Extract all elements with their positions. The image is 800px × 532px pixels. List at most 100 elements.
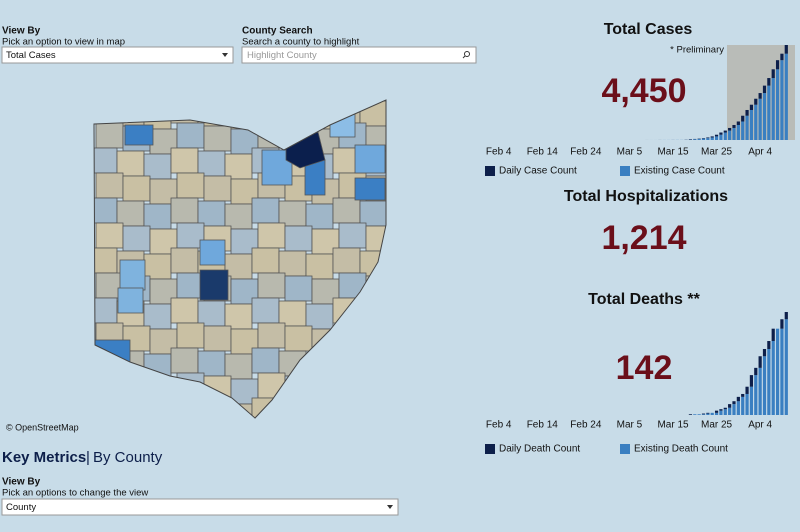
county[interactable] [224,203,253,230]
county[interactable] [143,153,172,180]
county[interactable] [257,222,286,249]
county[interactable] [143,303,172,330]
county[interactable] [122,175,151,202]
bar [780,53,784,61]
bar [719,132,723,135]
county[interactable] [197,300,226,327]
county[interactable] [122,225,151,252]
county[interactable] [203,325,232,352]
map-attribution: © OpenStreetMap [6,422,79,432]
county[interactable] [197,350,226,377]
county[interactable] [149,228,178,255]
x-tick-label: Mar 25 [701,147,733,158]
bar [693,139,697,140]
county[interactable] [230,328,259,355]
dropdown-arrow[interactable] [387,505,393,509]
county[interactable] [224,353,253,380]
county[interactable] [170,297,199,324]
view-by-dropdown[interactable]: Total Cases [1,46,234,64]
county[interactable] [199,269,229,301]
bar [741,393,745,397]
county[interactable] [257,322,286,349]
county[interactable] [224,253,253,280]
bar [754,367,758,376]
legend-swatch [620,444,630,454]
county[interactable] [284,225,313,252]
bar [780,60,784,140]
view-by-dropdown[interactable]: County [1,498,399,516]
county[interactable] [251,347,280,374]
county[interactable] [176,172,205,199]
bar [732,401,736,405]
bar [706,412,710,414]
dropdown-box[interactable] [1,498,399,516]
county[interactable] [278,200,307,227]
county[interactable] [197,150,226,177]
bar [736,124,740,140]
bar [732,124,736,128]
county[interactable] [119,259,146,291]
county[interactable] [278,250,307,277]
legend-label: Existing Case Count [634,166,725,177]
county[interactable] [251,297,280,324]
dropdown-box[interactable] [1,46,234,64]
filter-hint: Pick an option to view in map [2,37,125,48]
county[interactable] [251,197,280,224]
county[interactable] [257,272,286,299]
county[interactable] [170,147,199,174]
bar [758,93,762,99]
county[interactable] [124,124,154,146]
county[interactable] [332,247,361,274]
county[interactable] [284,325,313,352]
county[interactable] [354,144,386,174]
county[interactable] [251,247,280,274]
county[interactable] [176,322,205,349]
county[interactable] [359,200,387,227]
county-search[interactable]: Highlight County [241,46,477,64]
dropdown-value[interactable]: County [6,502,36,513]
section-subtitle: By County [93,449,163,466]
county[interactable] [197,200,226,227]
bar [780,328,784,415]
county[interactable] [149,278,178,305]
county[interactable] [116,150,145,177]
county[interactable] [354,177,386,201]
filter-label: View By [2,26,41,37]
county[interactable] [305,303,334,330]
county[interactable] [305,253,334,280]
county[interactable] [95,222,124,249]
bar [749,375,754,387]
county[interactable] [117,287,144,314]
county[interactable] [203,175,232,202]
county[interactable] [170,197,199,224]
bar [745,393,749,415]
county[interactable] [143,253,172,280]
county[interactable] [332,197,361,224]
county[interactable] [338,222,367,249]
county[interactable] [224,303,253,330]
county[interactable] [170,347,199,374]
county[interactable] [224,153,253,180]
county[interactable] [143,203,172,230]
dropdown-value[interactable]: Total Cases [6,50,56,61]
bar [728,127,732,131]
county[interactable] [176,122,205,149]
county[interactable] [284,275,313,302]
metric-title: Total Hospitalizations [564,188,728,205]
search-placeholder[interactable]: Highlight County [247,50,317,61]
bar [762,85,767,94]
county[interactable] [278,300,307,327]
county[interactable] [95,122,124,149]
search-icon[interactable] [462,55,466,59]
dropdown-arrow[interactable] [222,53,228,57]
bar [771,78,775,140]
county[interactable] [203,125,232,152]
search-icon[interactable] [464,51,470,57]
county[interactable] [170,247,199,274]
county[interactable] [95,172,124,199]
county[interactable] [199,239,226,266]
metric-title: Total Deaths ** [588,291,701,308]
county[interactable] [305,203,334,230]
county[interactable] [116,200,145,227]
search-box[interactable] [241,46,477,64]
